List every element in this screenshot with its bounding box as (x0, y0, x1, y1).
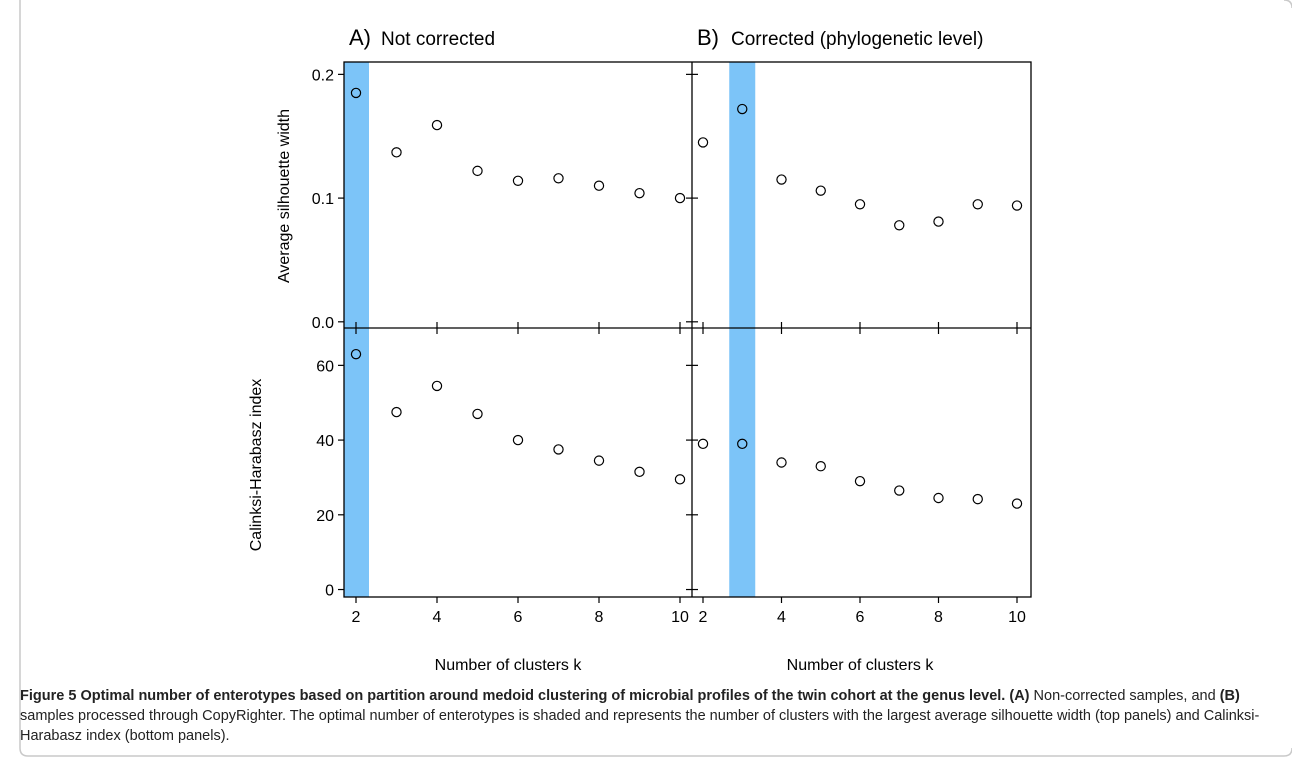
data-points (350, 87, 1023, 509)
ytick-label: 0.0 (312, 315, 334, 332)
ytick-label: 40 (316, 433, 334, 450)
panel-a-letter: A) (349, 25, 371, 50)
enterotype-chart: 0.0 0.1 0.2 0 20 40 60 2 4 6 8 10 2 4 6 8 10 A) Not corr… (248, 25, 1032, 674)
point-p0-r0-k10 (674, 192, 686, 204)
point-p0-r0-k2 (350, 87, 362, 99)
xtick-label: 6 (514, 609, 523, 626)
figure-caption: Figure 5 Optimal number of enterotypes b… (20, 686, 1270, 746)
outer-frame (343, 61, 1032, 598)
ylabel-bottom: Calinksi-Harabasz index (248, 379, 265, 552)
point-p0-r0-k5 (472, 165, 483, 177)
caption-b-text: samples processed through CopyRighter. T… (20, 708, 1260, 744)
panel-frames (343, 61, 1032, 598)
point-p1-r1-k4 (776, 457, 787, 468)
panel-a-title: Not corrected (381, 29, 495, 50)
point-p1-r0-k7 (894, 220, 905, 231)
ytick-label: 0 (325, 583, 334, 600)
point-p1-r1-k5 (815, 461, 826, 472)
point-p1-r1-k6 (854, 475, 866, 487)
point-p1-r1-k8 (933, 492, 944, 504)
xtick-label: 8 (934, 609, 943, 626)
point-p0-r1-k8 (593, 455, 605, 466)
panel-b-title: Corrected (phylogenetic level) (731, 29, 983, 50)
point-p1-r0-k5 (815, 185, 826, 196)
point-p0-r0-k3 (391, 147, 402, 158)
caption-a-label: (A) (1009, 688, 1030, 704)
point-p0-r1-k6 (512, 434, 524, 446)
xtick-label: 4 (433, 609, 442, 626)
xtick-label: 10 (671, 609, 689, 626)
axis-ticks (338, 73, 1018, 603)
panel-titles: A) Not corrected B) Corrected (phylogene… (349, 25, 983, 50)
point-p1-r0-k6 (854, 199, 866, 210)
point-p0-r0-k8 (593, 180, 605, 191)
shade-panel-1 (729, 62, 756, 597)
caption-title: Optimal number of enterotypes based on p… (80, 688, 1006, 704)
point-p1-r0-k3 (737, 103, 748, 115)
point-p1-r0-k4 (776, 174, 787, 185)
point-p0-r1-k7 (553, 444, 564, 455)
xlabel-right: Number of clusters k (787, 657, 935, 674)
xlabel-left: Number of clusters k (435, 657, 583, 674)
point-p1-r1-k7 (894, 485, 905, 496)
xtick-label: 2 (699, 609, 708, 626)
shaded-optimal-k-regions (344, 62, 756, 597)
point-p1-r1-k2 (697, 438, 709, 450)
point-p1-r0-k9 (972, 199, 983, 210)
point-p1-r0-k10 (1011, 200, 1023, 211)
xtick-label: 4 (777, 609, 786, 626)
point-p0-r0-k6 (512, 175, 524, 186)
ytick-label: 20 (316, 508, 334, 525)
point-p0-r1-k2 (350, 348, 362, 360)
y-axis-labels: Average silhouette width Calinksi-Haraba… (248, 109, 293, 551)
ytick-label: 0.2 (312, 67, 334, 84)
point-p0-r0-k9 (634, 187, 645, 199)
point-p0-r1-k4 (431, 380, 443, 392)
ytick-label: 0.1 (312, 191, 334, 208)
xtick-label: 8 (595, 609, 604, 626)
xtick-label: 6 (856, 609, 865, 626)
point-p0-r0-k4 (431, 119, 443, 131)
point-p0-r1-k3 (391, 406, 402, 418)
x-axis-labels: Number of clusters k Number of clusters … (435, 657, 935, 674)
point-p0-r1-k10 (674, 474, 686, 485)
point-p0-r1-k9 (634, 466, 645, 478)
panel-b-letter: B) (697, 25, 719, 50)
ytick-label: 60 (316, 358, 334, 375)
xtick-label: 10 (1008, 609, 1026, 626)
caption-a-text: Non-corrected samples, and (1033, 688, 1216, 704)
caption-b-label: (B) (1219, 688, 1240, 704)
point-p0-r0-k7 (553, 173, 564, 184)
point-p1-r1-k3 (737, 438, 748, 450)
caption-figure-label: Figure 5 (20, 688, 77, 704)
point-p1-r0-k8 (933, 216, 944, 227)
ylabel-top: Average silhouette width (276, 109, 293, 283)
point-p1-r1-k9 (972, 493, 983, 505)
point-p1-r1-k10 (1011, 498, 1023, 509)
point-p0-r1-k5 (472, 408, 483, 420)
xtick-label: 2 (352, 609, 361, 626)
point-p1-r0-k2 (697, 137, 709, 148)
axis-labels: 0.0 0.1 0.2 0 20 40 60 2 4 6 8 10 2 4 6 8 10 (312, 67, 1026, 626)
